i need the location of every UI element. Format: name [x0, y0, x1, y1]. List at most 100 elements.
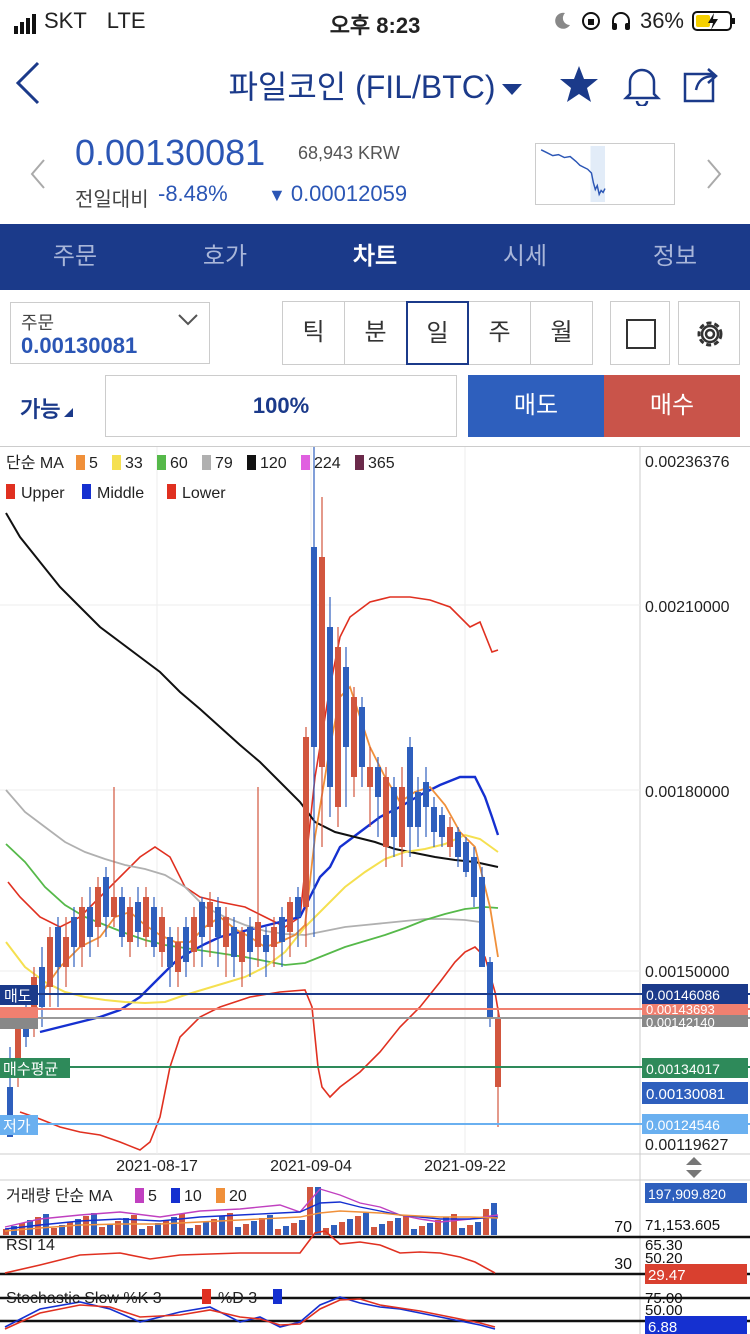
- sell-button[interactable]: 매도: [468, 375, 604, 437]
- tab-3[interactable]: 차트: [352, 243, 398, 270]
- volume-bar: [419, 1226, 425, 1235]
- volume-bar: [187, 1228, 193, 1235]
- volume-bar: [115, 1221, 121, 1235]
- chart-type-button[interactable]: [610, 301, 670, 365]
- buy-button[interactable]: 매수: [604, 375, 740, 437]
- sell-tag-right: 0.00146086: [642, 984, 748, 1004]
- volume-bar: [467, 1225, 473, 1235]
- candle-body: [247, 927, 253, 952]
- chart-area[interactable]: 0.00236376 0.00210000 0.00180000 0.00150000…: [0, 446, 750, 1334]
- ma-legend-swatch: [76, 455, 85, 470]
- tab-4[interactable]: 시세: [502, 243, 548, 270]
- candle-body: [63, 937, 69, 967]
- order-value: 0.00130081: [21, 333, 138, 358]
- ma-legend-swatch: [247, 455, 256, 470]
- candle-body: [367, 767, 373, 787]
- tab-5[interactable]: 정보: [652, 243, 698, 270]
- volume-bar: [139, 1229, 145, 1235]
- candle-body: [135, 902, 141, 932]
- ma-33-line: [5, 833, 499, 1005]
- volume-bar: [163, 1220, 169, 1235]
- order-price-select[interactable]: 주문 0.00130081: [10, 302, 210, 364]
- period-2[interactable]: 분: [344, 301, 407, 365]
- candle-body: [423, 782, 429, 807]
- candle-body: [439, 815, 445, 837]
- candle-body: [79, 907, 85, 947]
- stoch-k-line: [4, 1296, 496, 1330]
- volume-bar: [147, 1226, 153, 1235]
- volume-bar: [315, 1187, 321, 1235]
- volume-bar: [411, 1229, 417, 1235]
- volume-bar: [235, 1227, 241, 1235]
- tab-2[interactable]: 호가: [202, 243, 248, 270]
- star-icon[interactable]: [558, 64, 600, 104]
- clock: 오후 8:23: [329, 13, 421, 38]
- ma-120-line: [5, 512, 499, 868]
- next-market-icon[interactable]: [704, 157, 724, 191]
- stoch-k-swatch: [202, 1289, 211, 1304]
- volume-bar: [171, 1217, 177, 1235]
- candles: [7, 447, 501, 1137]
- back-icon[interactable]: [12, 60, 44, 106]
- period-4[interactable]: 주: [468, 301, 531, 365]
- bollinger-legend: Upper Middle Lower: [6, 484, 226, 502]
- ma-legend-label: 365: [368, 455, 395, 472]
- mini-chart[interactable]: [535, 143, 675, 205]
- percent-selector[interactable]: 100%: [105, 375, 457, 437]
- volume-bar: [483, 1209, 489, 1235]
- ma-legend-swatch: [112, 455, 121, 470]
- stoch-value: 6.88: [648, 1319, 677, 1334]
- candle-body: [47, 937, 53, 987]
- down-triangle-icon: ▼: [268, 185, 291, 205]
- candle-body: [415, 792, 421, 827]
- bell-icon[interactable]: [622, 64, 662, 106]
- moon-icon: [555, 12, 570, 29]
- chevron-down-icon: [178, 314, 198, 326]
- share-icon[interactable]: [682, 64, 722, 104]
- volume-bar: [131, 1215, 137, 1235]
- volume-bar: [179, 1214, 185, 1235]
- volume-bar: [379, 1224, 385, 1235]
- candle-body: [407, 747, 413, 827]
- battery-charging-icon: [692, 11, 735, 31]
- high-tag-left: [0, 1007, 38, 1019]
- candle-body: [231, 927, 237, 957]
- date-axis: 2021-08-17 2021-09-04 2021-09-22: [116, 1158, 506, 1175]
- volume-bar: [435, 1220, 441, 1235]
- available-dropdown[interactable]: 가능: [20, 392, 74, 424]
- svg-text:저가: 저가: [3, 1118, 31, 1135]
- period-1[interactable]: 틱: [282, 301, 345, 365]
- ma-legend-label: 120: [260, 455, 287, 472]
- volume-ma-10-line: [4, 1201, 499, 1230]
- market-title[interactable]: 파일코인 (FIL/BTC): [0, 62, 750, 108]
- zoom-handle-icon[interactable]: [686, 1157, 702, 1178]
- volume-bar: [251, 1221, 257, 1235]
- candle-body: [471, 857, 477, 897]
- ma-legend-swatch: [202, 455, 211, 470]
- period-5[interactable]: 월: [530, 301, 593, 365]
- ma-legend: 단순 MA 5 33 60 79 120 224 365: [6, 454, 395, 472]
- avg-tag-left: 매수평균: [0, 1058, 70, 1078]
- square-icon: [626, 319, 656, 349]
- candle-body: [191, 917, 197, 952]
- candle-body: [479, 877, 485, 967]
- rsi-line: [4, 1230, 496, 1274]
- diff-value-text: 0.00012059: [290, 181, 408, 206]
- prev-market-icon[interactable]: [28, 157, 48, 191]
- candlestick-chart[interactable]: 0.00236376 0.00210000 0.00180000 0.00150000…: [0, 447, 750, 1334]
- ma-legend-label: 79: [215, 455, 233, 472]
- chart-settings-button[interactable]: [678, 301, 740, 365]
- period-3[interactable]: 일: [406, 301, 469, 365]
- price-axis-label: 0.00210000: [645, 599, 730, 616]
- candle-body: [95, 887, 101, 927]
- volume-bar: [107, 1224, 113, 1235]
- rsi-axis-a: 65.30: [645, 1237, 683, 1254]
- rsi-title: RSI 14: [6, 1237, 55, 1254]
- candle-body: [263, 935, 269, 952]
- volume-bar: [283, 1226, 289, 1235]
- ma-79-line: [5, 789, 481, 936]
- stoch-axis-b: 50.00: [645, 1302, 683, 1319]
- tab-1[interactable]: 주문: [52, 243, 98, 270]
- volume-ma-20-line: [4, 1210, 499, 1232]
- rsi-axis-b: 50.20: [645, 1250, 683, 1267]
